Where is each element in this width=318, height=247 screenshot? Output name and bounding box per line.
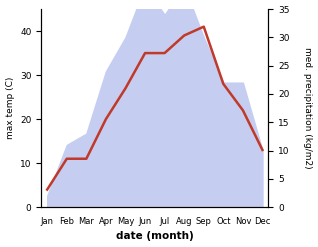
X-axis label: date (month): date (month) [116,231,194,242]
Y-axis label: med. precipitation (kg/m2): med. precipitation (kg/m2) [303,47,313,169]
Y-axis label: max temp (C): max temp (C) [5,77,15,139]
